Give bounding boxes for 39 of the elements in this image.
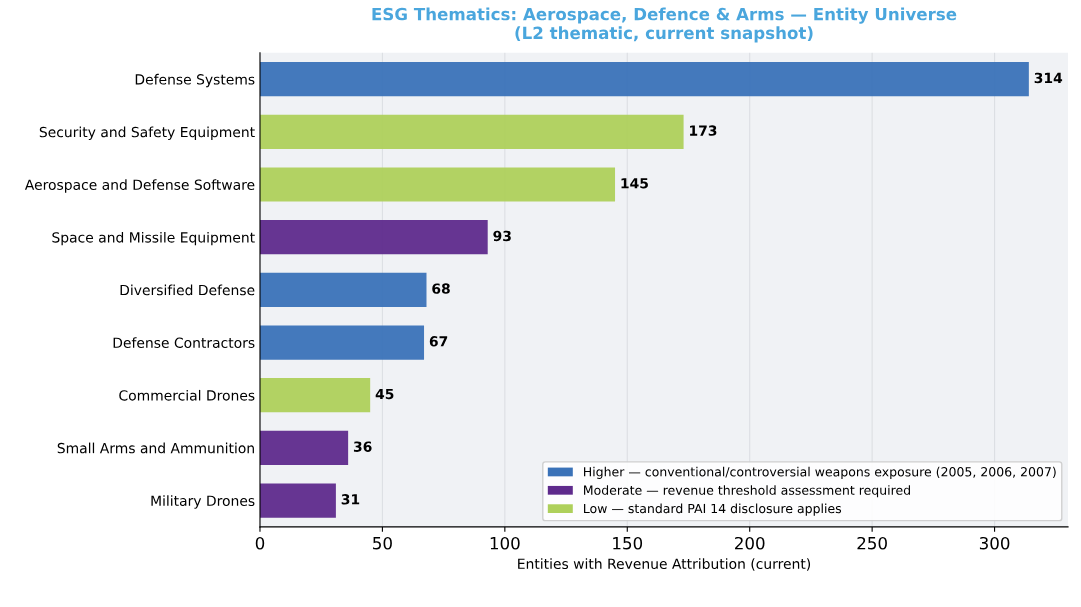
bar <box>259 114 684 149</box>
bar <box>259 325 425 360</box>
data-label: 36 <box>353 441 372 452</box>
y-tick-label: Aerospace and Defense Software <box>24 179 255 193</box>
x-tick-label: 0 <box>255 536 265 550</box>
bar <box>259 378 371 413</box>
data-label: 173 <box>690 125 717 136</box>
x-tick-label: 100 <box>490 536 520 550</box>
y-tick-label: Commercial Drones <box>119 389 255 401</box>
y-tick-label: Space and Missile Equipment <box>52 231 255 246</box>
y-tick-label: Small Arms and Ammunition <box>57 442 254 454</box>
data-label: 68 <box>432 283 450 294</box>
bar <box>259 220 488 255</box>
bar <box>259 483 336 518</box>
legend-label: Low — standard PAI 14 disclosure applies <box>584 503 842 516</box>
data-label: 31 <box>341 494 360 505</box>
y-tick-label: Military Drones <box>151 495 255 509</box>
data-label: 93 <box>493 230 511 242</box>
chart-title: ESG Thematics: Aerospace, Defence & Arms — Entity Universe (L2 thematic, current snapshot) <box>372 7 957 43</box>
data-label: 45 <box>375 388 394 400</box>
legend-label: Higher — conventional/controversial weapons exposure (2005, 2006, 2007) <box>584 466 1056 479</box>
y-tick-label: Security and Safety Equipment <box>39 126 255 140</box>
data-label: 314 <box>1034 72 1063 84</box>
data-label: 145 <box>621 178 648 189</box>
y-tick-label: Diversified Defense <box>120 284 255 296</box>
y-tick-label: Defense Contractors <box>113 337 255 348</box>
x-tick-label: 200 <box>735 536 765 550</box>
legend-label: Moderate — revenue threshold assessment required <box>584 485 910 498</box>
data-label: 67 <box>429 336 448 347</box>
bar <box>259 167 616 202</box>
y-tick-label: Defense Systems <box>135 73 255 88</box>
x-tick-label: 50 <box>373 536 392 550</box>
x-tick-label: 300 <box>979 536 1010 550</box>
bar <box>259 272 427 307</box>
x-axis-title: Entities with Revenue Attribution (current) <box>518 558 811 571</box>
x-tick-label: 150 <box>613 536 643 550</box>
x-tick-label: 250 <box>857 536 887 550</box>
bar <box>259 62 1029 97</box>
bar <box>259 430 349 465</box>
